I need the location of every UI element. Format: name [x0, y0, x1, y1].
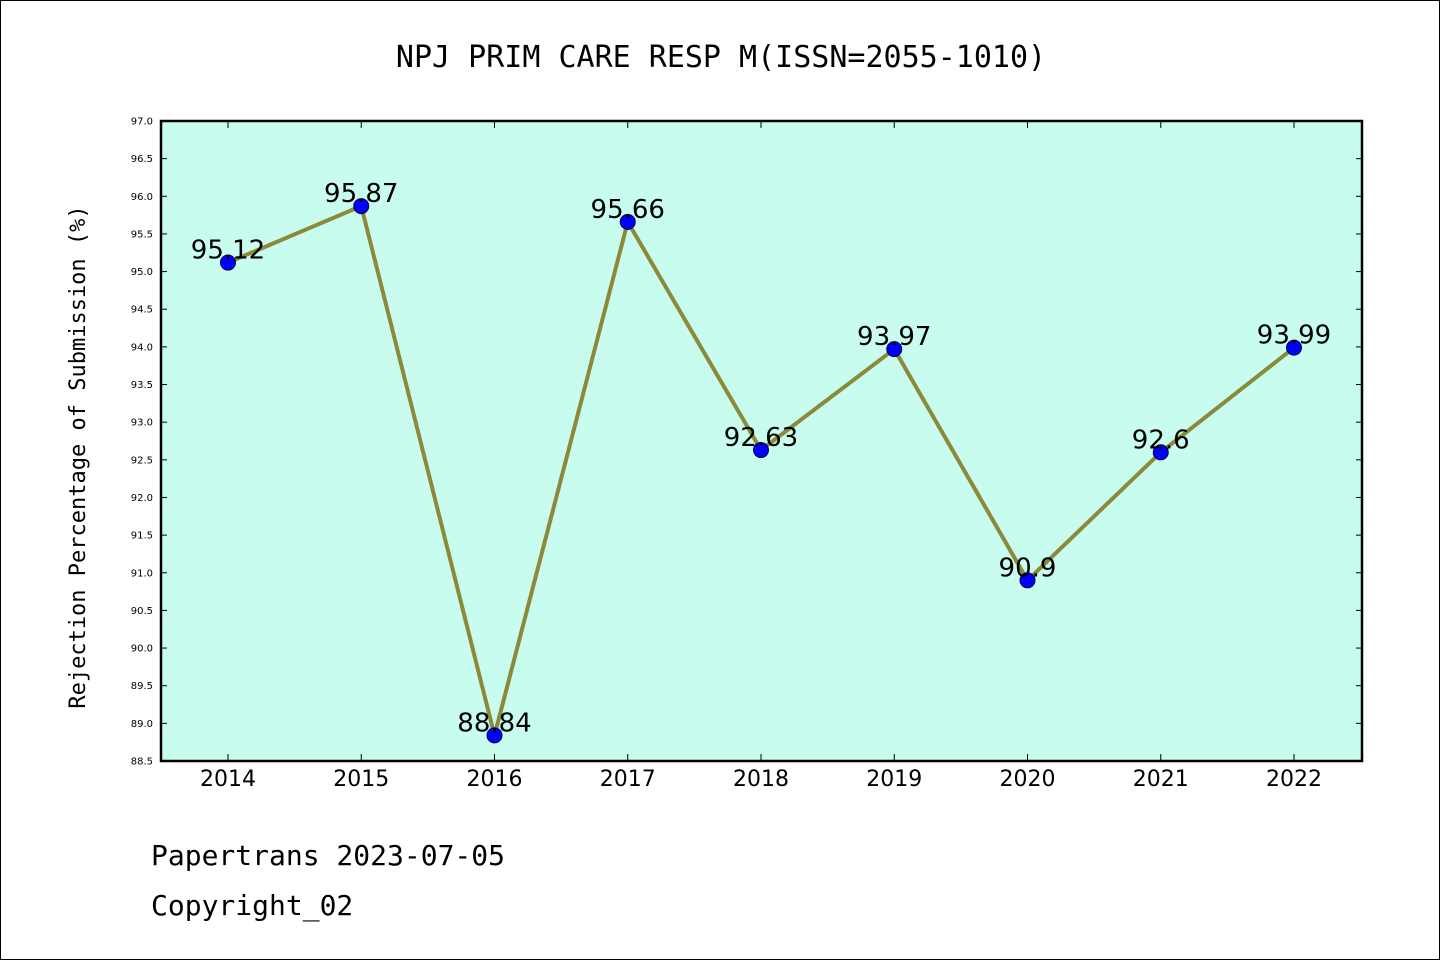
- x-tick-label: 2020: [1000, 767, 1056, 792]
- x-tick-label: 2022: [1266, 767, 1322, 792]
- data-point: [353, 198, 370, 215]
- data-label: 90.9: [999, 553, 1057, 583]
- y-tick-label: 94.0: [131, 342, 153, 353]
- y-tick-label: 91.0: [131, 568, 153, 579]
- x-tick-label: 2017: [600, 767, 656, 792]
- footer-date: Papertrans 2023-07-05: [151, 839, 505, 872]
- y-tick-label: 96.0: [131, 192, 153, 203]
- y-tick-label: 97.0: [131, 117, 153, 128]
- x-tick-label: 2021: [1133, 767, 1189, 792]
- data-labels: 95.12 95.87 88.84 95.66 92.63 93.97 90.9 92.6 93…: [191, 179, 1331, 738]
- data-point: [753, 442, 769, 459]
- y-tick-label: 90.0: [131, 644, 153, 655]
- y-tick-label: 95.0: [131, 267, 153, 278]
- data-point: [1152, 444, 1169, 461]
- y-tick-label: 89.0: [131, 719, 153, 730]
- data-point: [1286, 339, 1302, 356]
- x-tick-label: 2019: [866, 767, 922, 792]
- data-point: [220, 254, 236, 271]
- data-label: 93.97: [857, 322, 931, 352]
- data-point: [619, 213, 636, 230]
- data-label: 95.12: [191, 236, 265, 266]
- y-tick-label: 96.5: [131, 154, 153, 165]
- data-label: 92.6: [1132, 425, 1190, 455]
- y-tick-label: 89.5: [131, 681, 153, 692]
- y-tick-label: 91.5: [131, 531, 153, 542]
- data-point: [486, 727, 503, 744]
- data-point: [886, 341, 903, 358]
- data-label: 88.84: [457, 708, 531, 738]
- x-tick-label: 2016: [467, 767, 523, 792]
- data-label: 92.63: [724, 423, 798, 453]
- x-tick-label: 2018: [733, 767, 789, 792]
- x-tick-label: 2014: [200, 767, 256, 792]
- chart-title: NPJ PRIM CARE RESP M(ISSN=2055-1010): [396, 40, 1046, 75]
- y-tick-label: 88.5: [131, 757, 153, 768]
- y-tick-label: 93.0: [131, 418, 153, 429]
- y-tick-label: 92.5: [131, 455, 153, 466]
- data-point: [1019, 572, 1036, 589]
- data-label: 93.99: [1257, 321, 1331, 351]
- y-tick-label: 90.5: [131, 606, 153, 617]
- x-tick-label: 2015: [333, 767, 389, 792]
- x-axis: 2014 2015 2016 2017 2018 2019 2020 2021 2022: [200, 121, 1322, 792]
- data-label: 95.87: [324, 179, 398, 209]
- y-tick-label: 92.0: [131, 493, 153, 504]
- y-axis-label: Rejection Percentage of Submission (%): [66, 205, 91, 708]
- y-axis: 88.5 89.0 89.5 90.0 90.5 91.0 91.5 92.0 92.5 93.0…: [131, 117, 1362, 768]
- footer-copyright: Copyright_02: [151, 889, 353, 923]
- y-tick-label: 94.5: [131, 305, 153, 316]
- data-markers: [220, 198, 1302, 744]
- y-tick-label: 93.5: [131, 380, 153, 391]
- data-label: 95.66: [591, 195, 665, 225]
- y-tick-label: 95.5: [131, 229, 153, 240]
- plot-area: [159, 119, 1364, 763]
